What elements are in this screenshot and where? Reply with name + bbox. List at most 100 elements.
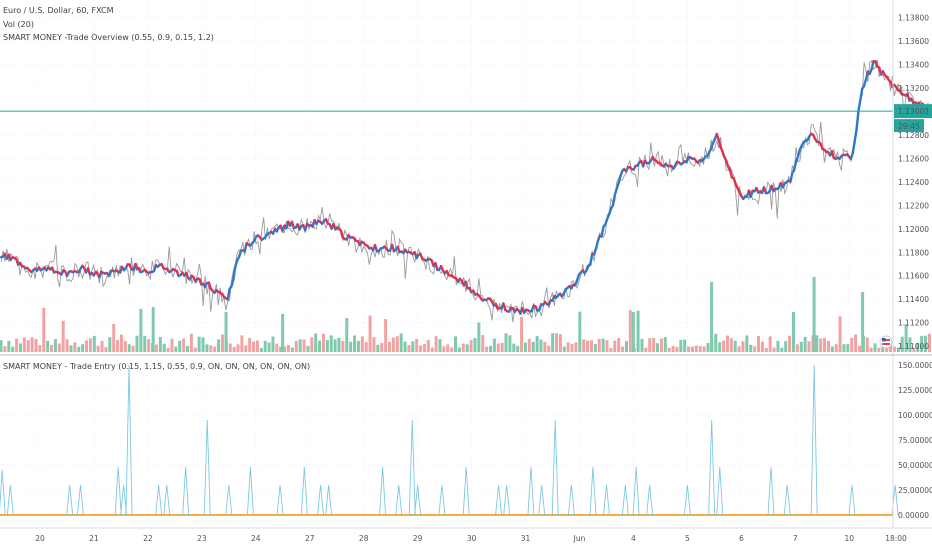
volume-bar: [303, 340, 306, 352]
volume-bar: [108, 337, 111, 352]
volume-bar: [547, 346, 550, 352]
volume-bar: [528, 339, 531, 352]
volume-bar: [602, 339, 605, 352]
volume-bar: [831, 347, 834, 352]
price-tick-label: 1.12000: [898, 225, 929, 234]
volume-bar: [7, 341, 10, 352]
volume-bar: [505, 333, 508, 352]
volume-bar: [281, 314, 284, 352]
volume-bar: [520, 317, 523, 352]
entry-tick-label: 125.00000: [898, 386, 932, 395]
volume-bar: [800, 342, 803, 352]
volume-bar: [874, 343, 877, 352]
volume-bar: [143, 336, 146, 352]
entry-tick-label: 50.00000: [898, 461, 932, 470]
volume-bar: [190, 334, 193, 352]
volume-bar: [35, 339, 38, 352]
volume-bar: [664, 337, 667, 352]
volume-bar: [753, 346, 756, 352]
volume-bar: [617, 338, 620, 352]
volume-bar: [835, 344, 838, 352]
volume-bar: [839, 316, 842, 352]
volume-bar: [761, 342, 764, 352]
entry-tick-label: 100.00000: [898, 411, 932, 420]
volume-bar: [823, 338, 826, 352]
volume-bar: [850, 338, 853, 352]
volume-bar: [718, 342, 721, 352]
flag-ring: [880, 336, 892, 348]
volume-bar: [295, 341, 298, 352]
volume-bar: [334, 339, 337, 352]
volume-bar: [233, 347, 236, 352]
volume-bar: [318, 341, 321, 352]
volume-bar: [240, 335, 243, 352]
time-axis-end-label: 18:00: [885, 534, 907, 543]
volume-bar: [194, 348, 197, 352]
volume-bar: [687, 347, 690, 352]
price-tick-label: 1.13800: [898, 14, 929, 23]
volume-bar: [473, 338, 476, 352]
volume-bar: [586, 341, 589, 352]
volume-bar: [446, 344, 449, 352]
volume-bar: [225, 312, 228, 352]
volume-bar: [365, 342, 368, 352]
volume-bar: [726, 335, 729, 352]
time-tick-label: 6: [739, 534, 744, 543]
volume-bar: [112, 324, 115, 352]
volume-bar: [427, 340, 430, 352]
volume-bar: [450, 347, 453, 352]
volume-bar: [411, 341, 414, 352]
volume-bar: [400, 333, 403, 352]
legend-indicator-entry[interactable]: SMART MONEY - Trade Entry (0.15, 1.15, 0…: [3, 362, 310, 371]
volume-bar: [380, 343, 383, 352]
volume-bar: [252, 342, 255, 352]
volume-bar: [621, 347, 624, 352]
volume-bar: [104, 347, 107, 352]
volume-bar: [784, 341, 787, 352]
legend-indicator-overview[interactable]: SMART MONEY -Trade Overview (0.55, 0.9, …: [3, 33, 214, 42]
price-tick-label: 1.11800: [898, 248, 929, 257]
volume-bar: [198, 337, 201, 352]
volume-bar: [691, 347, 694, 352]
volume-bar: [629, 310, 632, 352]
volume-bar: [93, 336, 96, 352]
price-tick-label: 1.11400: [898, 295, 929, 304]
volume-bar: [392, 337, 395, 352]
volume-bar: [256, 340, 259, 352]
volume-bar: [124, 341, 127, 352]
price-tick-label: 1.12800: [898, 131, 929, 140]
time-tick-label: 23: [197, 534, 207, 543]
volume-bar: [357, 341, 360, 352]
volume-bar: [632, 312, 635, 352]
volume-bar: [69, 346, 72, 352]
volume-bar: [116, 340, 119, 352]
volume-bar: [788, 336, 791, 352]
legend-symbol[interactable]: Euro / U.S. Dollar, 60, FXCM: [3, 6, 114, 15]
time-tick-label: 21: [89, 534, 99, 543]
volume-bar: [89, 338, 92, 352]
volume-bar: [559, 334, 562, 352]
volume-bar: [237, 344, 240, 352]
volume-bar: [508, 335, 511, 352]
volume-bar: [854, 335, 857, 352]
volume-bar: [679, 340, 682, 352]
price-tick-label: 1.13600: [898, 37, 929, 46]
volume-bar: [804, 337, 807, 352]
volume-bar: [792, 312, 795, 352]
legend-volume[interactable]: Vol (20): [3, 20, 34, 29]
volume-bar: [268, 343, 271, 352]
volume-bar: [435, 336, 438, 352]
volume-bar: [396, 336, 399, 352]
volume-bar: [205, 344, 208, 352]
volume-bar: [260, 348, 263, 352]
volume-bar: [128, 344, 131, 352]
volume-bar: [703, 346, 706, 352]
volume-bar: [442, 346, 445, 352]
volume-bar: [155, 345, 158, 352]
volume-bar: [101, 341, 104, 352]
volume-bar: [3, 346, 6, 352]
time-tick-label: 4: [631, 534, 636, 543]
volume-bar: [582, 339, 585, 352]
